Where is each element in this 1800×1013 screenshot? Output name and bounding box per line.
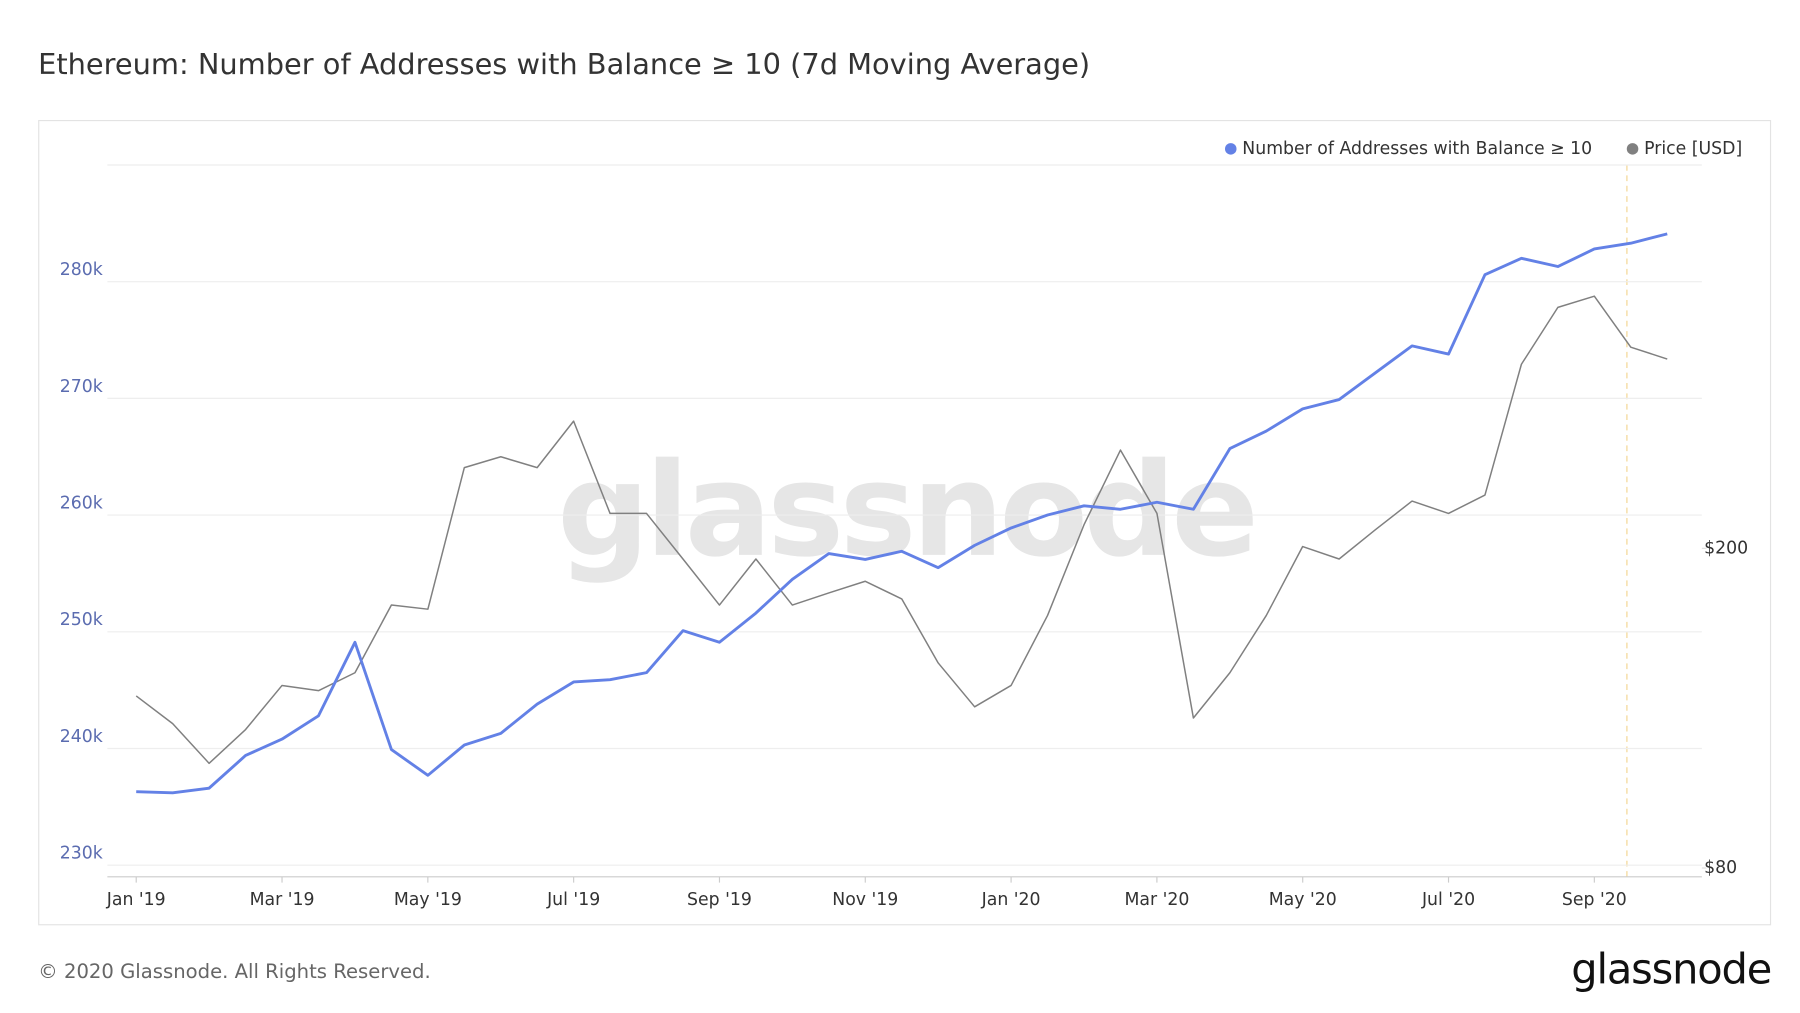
series-line [136, 232, 1668, 795]
x-tick-label: Jan '19 [106, 890, 166, 910]
x-tick-label: Mar '19 [250, 890, 315, 910]
y-tick-label: 230k [60, 844, 103, 864]
footer: © 2020 Glassnode. All Rights Reserved. [38, 960, 431, 983]
legend-label: Number of Addresses with Balance ≥ 10 [1242, 139, 1592, 159]
series-line [135, 295, 1668, 765]
x-tick-label: Jul '20 [1421, 890, 1475, 910]
y2-tick-label: $200 [1704, 538, 1748, 558]
x-tick-label: Jan '20 [981, 890, 1041, 910]
y-tick-label: 240k [60, 727, 103, 747]
y2-tick-label: $80 [1704, 858, 1737, 878]
chart-title: Ethereum: Number of Addresses with Balan… [38, 47, 1090, 81]
x-tick-label: Sep '19 [687, 890, 752, 910]
x-tick-label: Mar '20 [1124, 890, 1189, 910]
legend-marker [1626, 143, 1639, 155]
x-tick-label: Jul '19 [546, 890, 600, 910]
chart-frame [38, 119, 1772, 926]
y-tick-label: 280k [60, 260, 103, 280]
legend-marker [1224, 143, 1237, 155]
x-tick-label: Nov '19 [832, 890, 898, 910]
legend-label: Price [USD] [1644, 139, 1742, 159]
x-tick-label: May '20 [1269, 890, 1337, 910]
x-tick-label: May '19 [394, 890, 462, 910]
y-tick-label: 250k [60, 610, 103, 630]
logo: glassnode [1571, 945, 1771, 994]
watermark: glassnode [557, 436, 1254, 586]
x-tick-label: Sep '20 [1562, 890, 1627, 910]
y-tick-label: 260k [60, 494, 103, 514]
y-tick-label: 270k [60, 377, 103, 397]
